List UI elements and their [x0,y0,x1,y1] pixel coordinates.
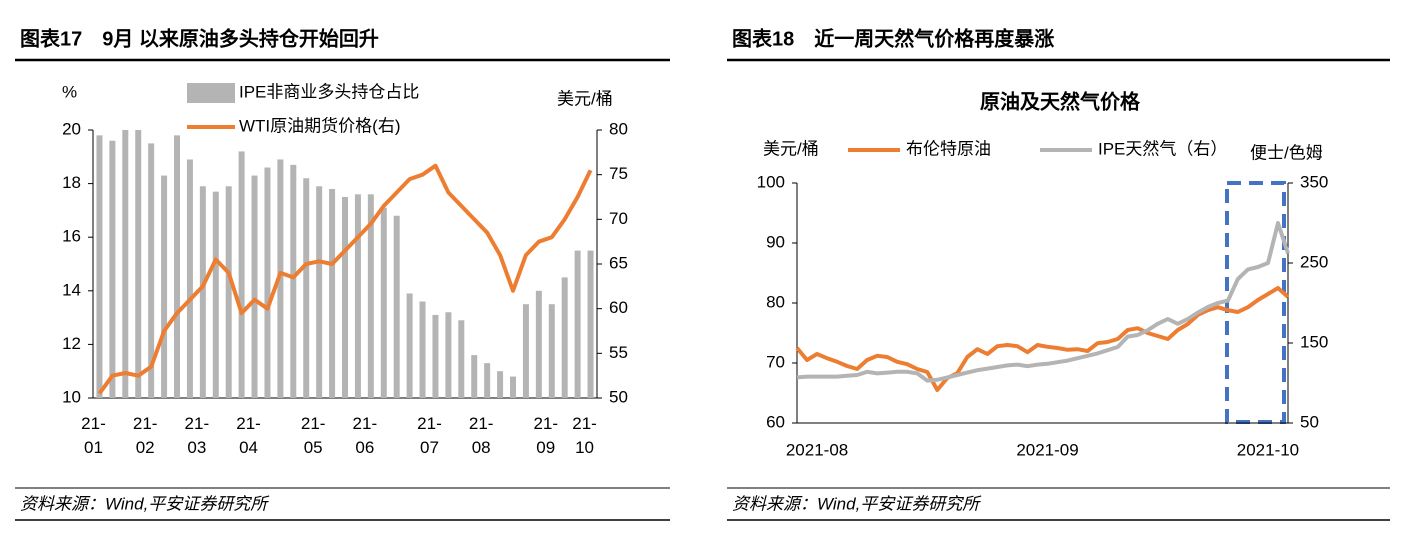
bar [432,314,439,398]
x-tick-label: 2021-10 [1237,440,1299,459]
y2-tick-label: 70 [609,209,628,228]
x-tick-label: 21-05 [301,414,326,457]
x-tick-label: 21-07 [417,414,442,457]
bar [354,194,361,398]
bar [510,376,516,398]
y2-tick-label: 55 [609,343,628,362]
x-tick-label: 21-09 [533,414,558,457]
bar [290,164,297,398]
bar [497,371,504,398]
bar [199,186,206,398]
bar [148,143,155,398]
bar [587,250,594,398]
y2-tick-label: 350 [1300,172,1328,191]
y-tick-label: 20 [62,119,81,138]
y2-tick-label: 80 [609,119,628,138]
bar [458,320,465,398]
y2-tick-label: 60 [609,298,628,317]
chart-title: 原油及天然气价格 [980,89,1141,113]
y2-tick-label: 50 [1300,412,1319,431]
x-tick-label: 2021-09 [1016,440,1078,459]
figure-title: 图表17 9月 以来原油多头持仓开始回升 [20,26,379,50]
y-tick-label: 80 [766,292,785,311]
bar [574,250,581,398]
y2-unit: 便士/色姆 [1250,143,1323,162]
bar [122,130,129,398]
bar [238,151,245,398]
y-tick-label: 14 [62,280,81,299]
x-tick-label: 21-06 [353,414,378,457]
bar [96,135,103,399]
legend-label: 布伦特原油 [906,139,991,158]
x-tick-label: 2021-08 [786,440,848,459]
y-unit: % [62,82,77,101]
line [97,163,593,395]
legend-label: IPE非商业多头持仓占比 [239,82,419,101]
bar [186,159,193,398]
bar [471,355,478,398]
bar [445,312,452,398]
bar [342,197,348,398]
bar [535,290,542,398]
bar [484,363,491,398]
x-tick-label: 21-10 [572,414,597,457]
bar [561,277,568,398]
x-tick-label: 21-01 [81,414,106,457]
bar [548,304,555,398]
y-tick-label: 90 [766,232,785,251]
y-unit: 美元/桶 [763,139,819,158]
bar [303,178,310,398]
y2-tick-label: 50 [609,387,628,406]
figure-title: 图表18 近一周天然气价格再度暴涨 [732,26,1054,50]
bar [161,175,168,398]
y2-unit: 美元/桶 [557,89,613,108]
source: 资料来源：Wind,平安证券研究所 [20,494,270,513]
bar [367,194,374,398]
bar [135,130,142,398]
bar [329,188,336,398]
x-tick-label: 21-02 [133,414,158,457]
y-tick-label: 10 [62,387,81,406]
bar [212,191,219,398]
bar [251,175,258,398]
x-tick-label: 21-04 [236,414,261,457]
bar [316,186,323,398]
x-tick-label: 21-08 [469,414,494,457]
bar [174,135,180,399]
bar [109,140,116,398]
bar [264,167,271,398]
line [795,286,1290,392]
bar [419,301,426,398]
x-tick-label: 21-03 [185,414,210,457]
source: 资料来源：Wind,平安证券研究所 [732,494,982,513]
bar [522,304,529,398]
y-tick-label: 70 [766,352,785,371]
y2-tick-label: 65 [609,253,628,272]
y2-tick-label: 75 [609,164,628,183]
y2-tick-label: 250 [1300,252,1328,271]
y-tick-label: 18 [62,173,81,192]
y-tick-label: 16 [62,227,81,246]
y-tick-label: 100 [757,172,785,191]
y-tick-label: 12 [62,334,81,353]
bar [393,215,400,398]
bar [380,207,387,398]
line [796,221,1290,383]
legend-swatch [187,83,235,103]
bar [406,293,413,398]
y-tick-label: 60 [766,412,785,431]
bar [225,186,232,398]
y2-tick-label: 150 [1300,332,1328,351]
legend-label: WTI原油期货价格(右) [239,116,400,135]
legend-label: IPE天然气（右） [1098,139,1227,158]
